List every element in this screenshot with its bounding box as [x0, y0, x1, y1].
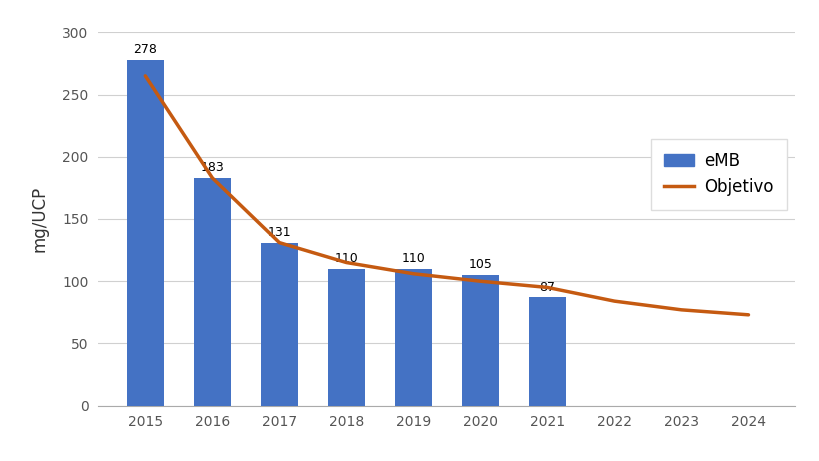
Text: 87: 87: [539, 281, 554, 294]
Objetivo: [475, 278, 485, 284]
Bar: [328, 269, 364, 406]
Objetivo: [408, 271, 418, 277]
Text: 131: 131: [267, 226, 291, 239]
Objetivo: [542, 284, 552, 290]
Bar: [528, 297, 565, 406]
Bar: [461, 275, 498, 406]
Text: 278: 278: [133, 43, 157, 56]
Bar: [395, 269, 432, 406]
Y-axis label: mg/UCP: mg/UCP: [30, 186, 48, 252]
Bar: [127, 59, 164, 406]
Legend: eMB, Objetivo: eMB, Objetivo: [650, 139, 786, 210]
Text: 110: 110: [334, 252, 358, 265]
Text: 105: 105: [468, 258, 491, 271]
Text: 110: 110: [401, 252, 425, 265]
Objetivo: [676, 307, 686, 313]
Objetivo: [609, 298, 618, 304]
Bar: [193, 178, 230, 406]
Objetivo: [140, 73, 150, 78]
Objetivo: [207, 175, 217, 181]
Text: 183: 183: [200, 161, 224, 174]
Objetivo: [743, 312, 753, 318]
Objetivo: [341, 260, 351, 266]
Bar: [260, 242, 297, 406]
Line: Objetivo: Objetivo: [145, 76, 748, 315]
Objetivo: [274, 240, 284, 245]
